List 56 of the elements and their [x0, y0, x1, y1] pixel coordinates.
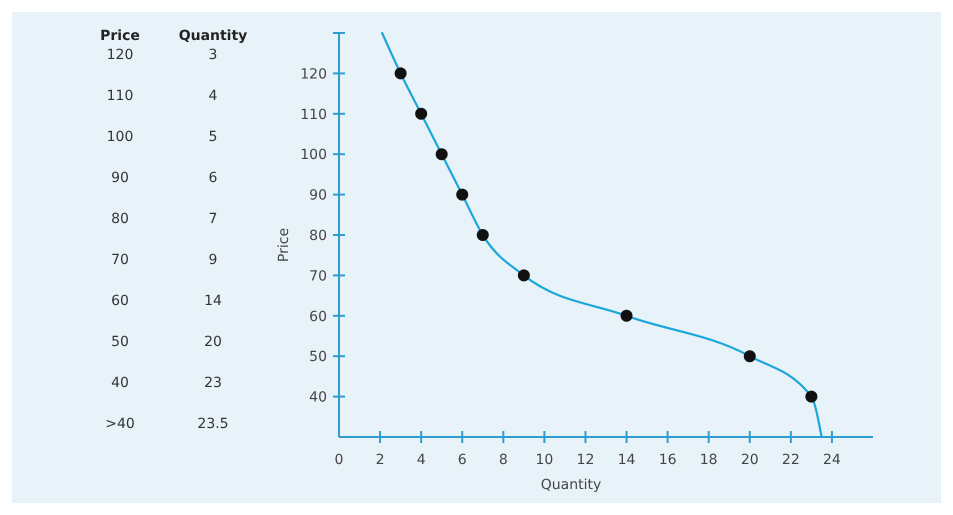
- text: 70: [111, 252, 129, 268]
- point: [744, 350, 756, 362]
- x-tick-label: 20: [740, 452, 759, 468]
- point: [620, 310, 633, 322]
- point: [456, 188, 468, 201]
- text: >40: [105, 416, 135, 432]
- text: 80: [111, 211, 129, 227]
- x-axis-title: Quantity: [540, 477, 602, 493]
- text: 6: [208, 170, 218, 186]
- text: 110: [106, 88, 134, 104]
- y-tick-label: 100: [300, 147, 327, 164]
- x-tick-label: 24: [823, 452, 841, 468]
- point: [436, 148, 448, 160]
- text: 40: [111, 375, 129, 391]
- text: 20: [204, 334, 222, 350]
- point: [805, 390, 818, 403]
- point: [518, 269, 530, 282]
- point: [394, 67, 407, 80]
- x-tick-label: 6: [458, 452, 467, 468]
- x-tick-label: 2: [376, 452, 385, 468]
- x-tick-label: 18: [700, 452, 718, 468]
- y-tick-label: 60: [309, 308, 327, 325]
- x-tick-label: 10: [535, 452, 554, 468]
- x-tick-label: 8: [498, 452, 508, 468]
- text: 50: [111, 334, 129, 350]
- y-tick-label: 120: [300, 66, 327, 82]
- text: 23.5: [197, 416, 229, 432]
- point: [415, 108, 428, 120]
- line-series: [381, 32, 823, 438]
- x-tick-label: 14: [618, 452, 636, 468]
- text: 7: [208, 211, 218, 227]
- x-tick-label: 12: [576, 452, 594, 468]
- text: 90: [111, 170, 129, 186]
- point: [476, 229, 489, 241]
- text: 5: [208, 129, 218, 145]
- x-tick-label: 22: [782, 452, 800, 468]
- y-tick-label: 110: [300, 106, 327, 123]
- text: 23: [204, 375, 222, 391]
- y-tick-label: 40: [309, 390, 327, 406]
- x-tick-label: 4: [416, 452, 426, 468]
- text: 100: [106, 129, 134, 145]
- text: Quantity: [178, 28, 248, 44]
- y-tick-label: 90: [309, 188, 327, 204]
- x-tick-label: 0: [334, 452, 344, 468]
- y-tick-label: 80: [309, 228, 327, 244]
- text: 4: [208, 88, 218, 104]
- y-tick-label: 50: [309, 349, 327, 366]
- text: 9: [208, 252, 218, 268]
- text: 60: [111, 293, 129, 309]
- text: Price: [100, 28, 140, 44]
- text: 120: [106, 47, 134, 63]
- text: 3: [208, 47, 218, 63]
- x-tick-label: 16: [658, 452, 677, 468]
- text: 14: [204, 293, 222, 309]
- y-axis-title: Price: [276, 228, 292, 262]
- y-tick-label: 70: [309, 268, 327, 284]
